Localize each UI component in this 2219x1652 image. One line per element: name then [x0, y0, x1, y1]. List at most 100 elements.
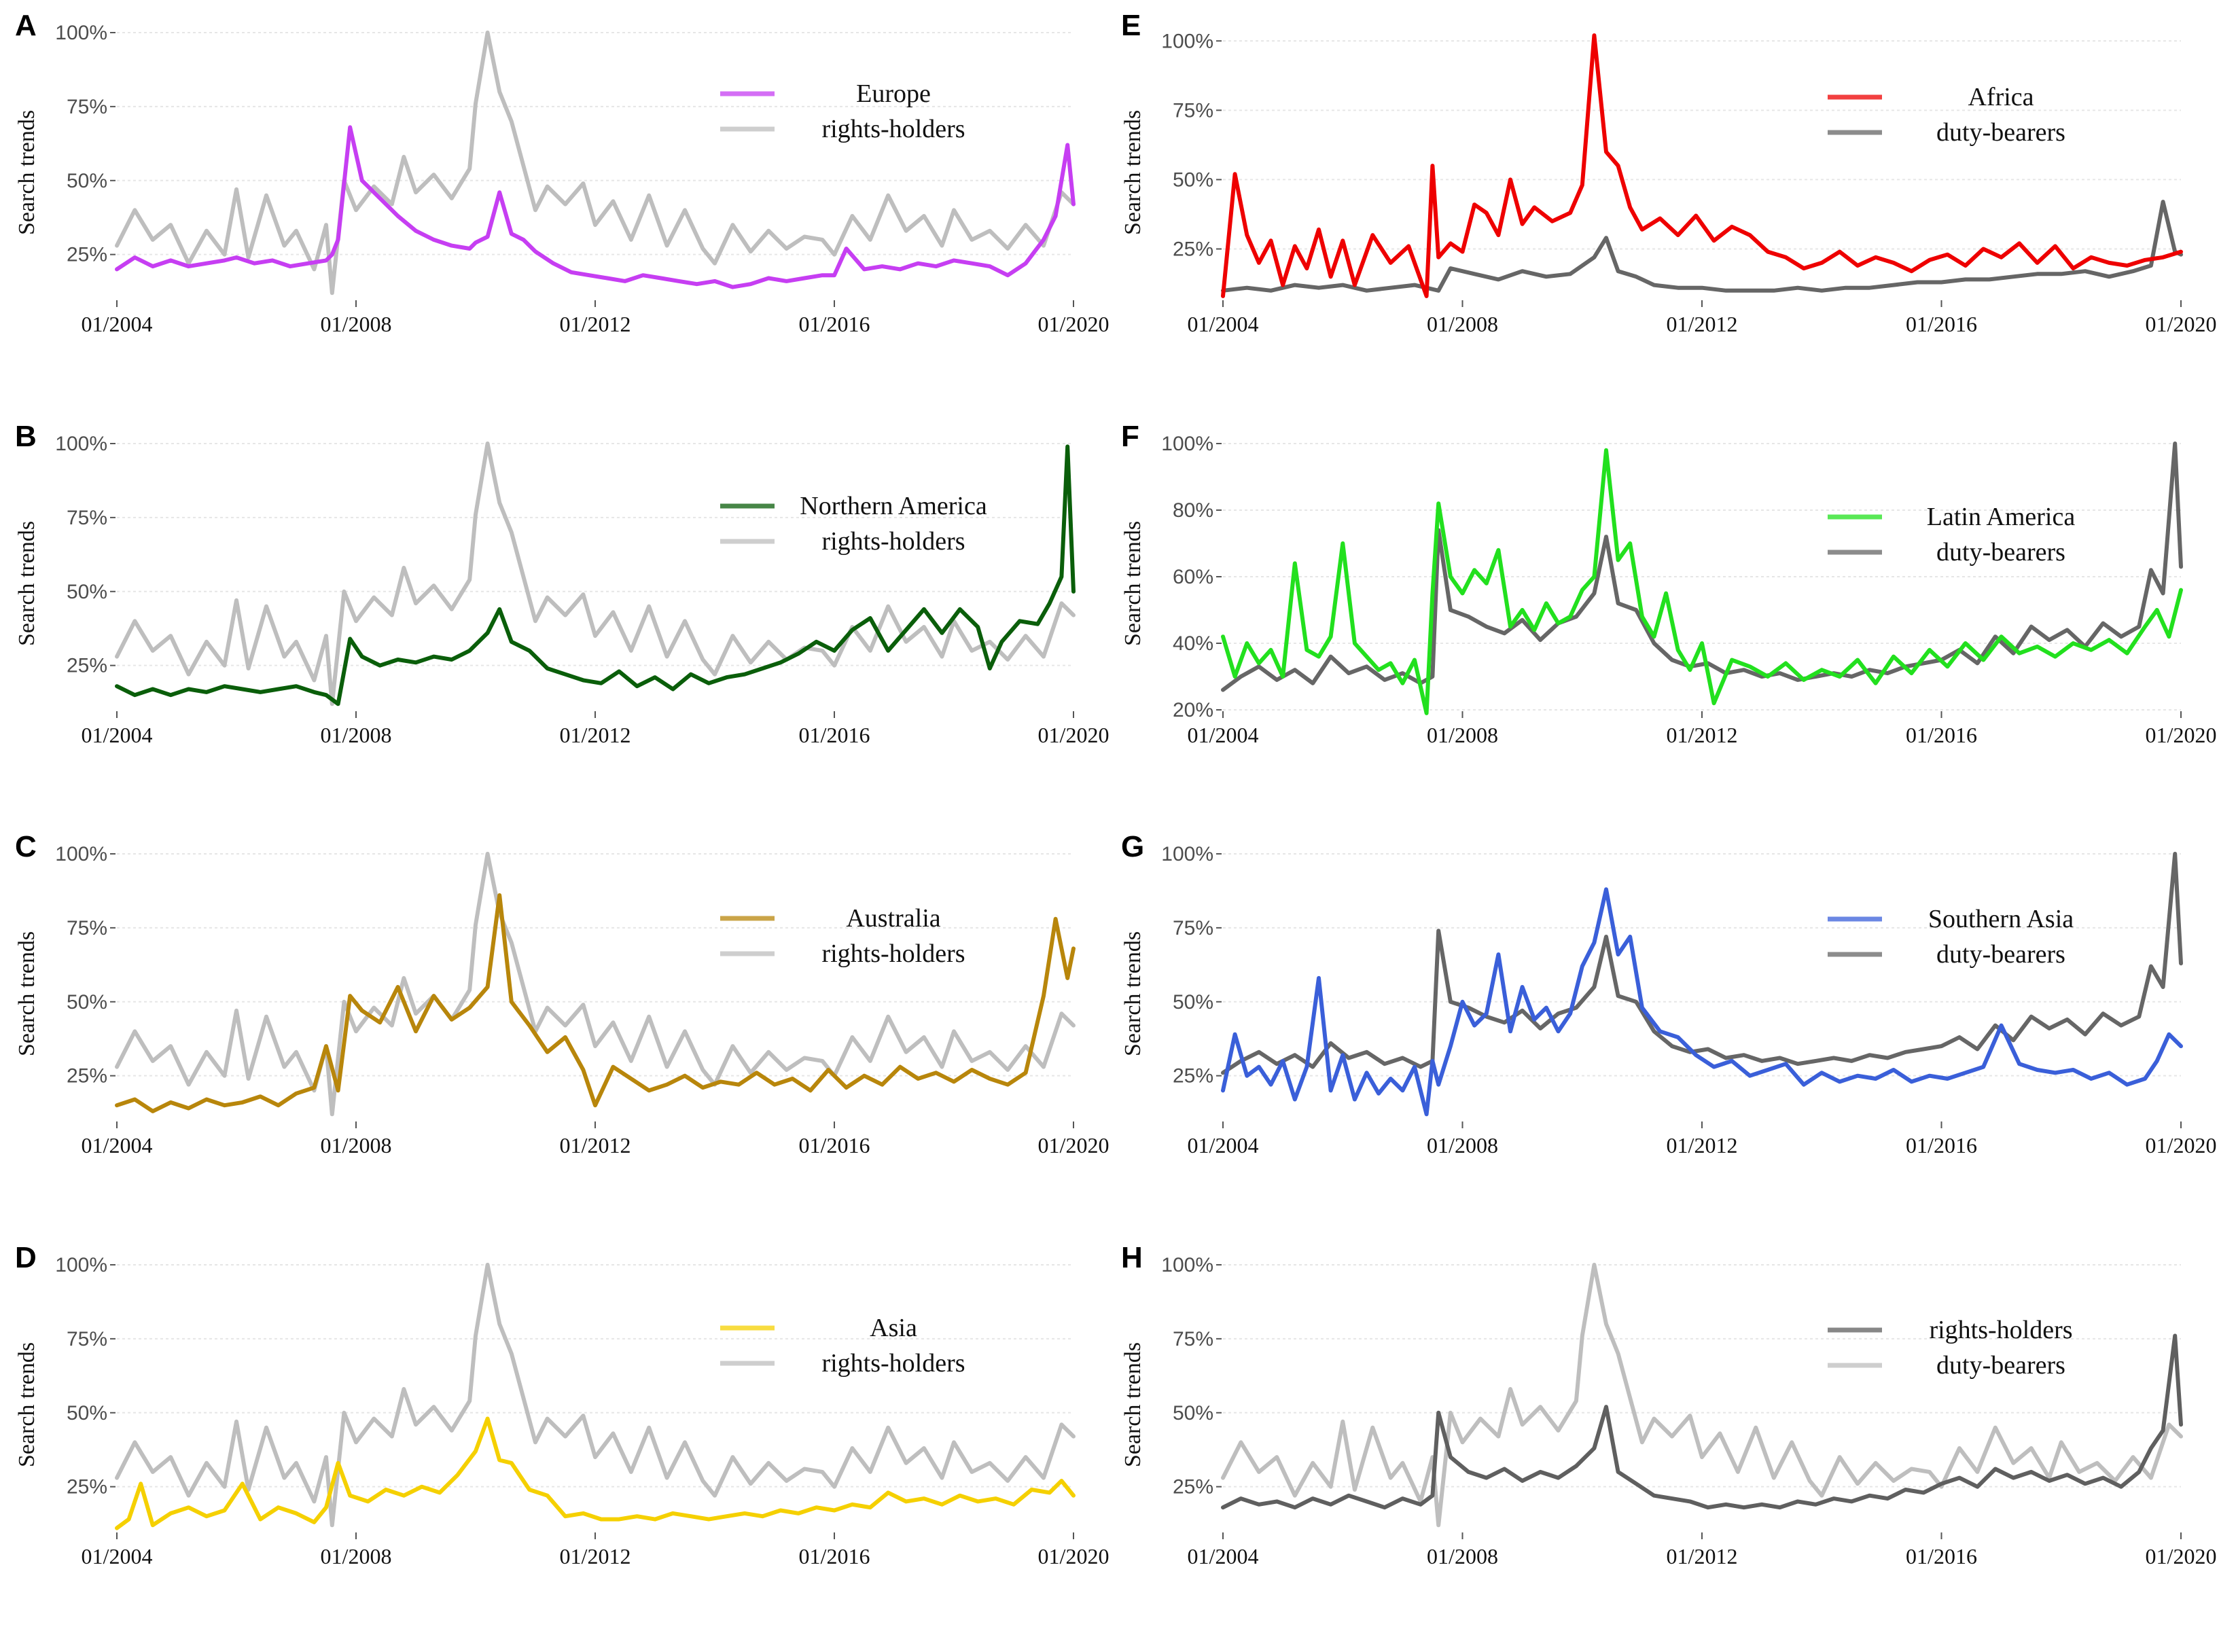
x-tick-label: 01/2008: [1427, 312, 1498, 336]
x-tick-label: 01/2008: [321, 1133, 392, 1157]
legend-label: Northern America: [800, 492, 987, 520]
legend-label: Asia: [870, 1314, 917, 1342]
x-tick-label: 01/2012: [1667, 723, 1738, 747]
x-tick-label: 01/2008: [1427, 723, 1498, 747]
y-tick-label: 75%: [1173, 1328, 1213, 1350]
x-tick-label: 01/2016: [799, 312, 870, 336]
y-tick-label: 50%: [67, 1402, 107, 1424]
y-tick-label: 25%: [1173, 238, 1213, 261]
series-line-asia: [115, 1416, 1076, 1530]
x-tick-label: 01/2016: [799, 723, 870, 747]
y-tick-label: 50%: [67, 991, 107, 1013]
y-tick-label: 100%: [1161, 433, 1213, 455]
panel-letter: A: [15, 9, 37, 42]
series-line-rights-holders: [1221, 1333, 2183, 1510]
series-line-duty-bearers: [1221, 442, 2183, 692]
x-tick-label: 01/2016: [799, 1133, 870, 1157]
panel-e: E Search trends 25% 50% 75% 100% 01/2004 01/200…: [1120, 9, 2216, 336]
x-tick-label: 01/2020: [1038, 1133, 1110, 1157]
x-tick-label: 01/2004: [82, 723, 153, 747]
legend-label: rights-holders: [821, 1349, 965, 1378]
x-tick-label: 01/2012: [560, 1133, 631, 1157]
y-tick-label: 100%: [55, 433, 107, 455]
series-line-southern-asia: [1221, 887, 2183, 1117]
panel-g: G Search trends 25% 50% 75% 100% 01/2004 01/200…: [1120, 830, 2216, 1157]
x-tick-label: 01/2012: [560, 1544, 631, 1568]
panel-f: F Search trends 20% 40% 60% 80% 100% 01/2004 01/…: [1120, 420, 2216, 747]
legend-label: Africa: [1968, 83, 2034, 111]
y-axis-label: Search trends: [1120, 931, 1146, 1056]
y-axis-label: Search trends: [14, 1342, 39, 1467]
y-tick-label: 25%: [67, 244, 107, 266]
series-line-australia: [115, 893, 1076, 1113]
legend-label: Latin America: [1927, 503, 2076, 531]
y-tick-label: 100%: [55, 1254, 107, 1276]
y-tick-label: 40%: [1173, 632, 1213, 655]
y-tick-label: 100%: [55, 843, 107, 865]
panel-letter: F: [1121, 420, 1139, 453]
x-tick-label: 01/2008: [321, 723, 392, 747]
x-tick-label: 01/2012: [1667, 312, 1738, 336]
x-tick-label: 01/2012: [1667, 1133, 1738, 1157]
panel-letter: E: [1121, 9, 1141, 42]
legend-label: rights-holders: [821, 939, 965, 968]
series-line-duty-bearers: [1221, 852, 2183, 1075]
x-tick-label: 01/2016: [1906, 723, 1977, 747]
x-tick-label: 01/2008: [321, 312, 392, 336]
series-line-northern-america: [115, 444, 1076, 706]
x-tick-label: 01/2016: [1906, 312, 1977, 336]
y-tick-label: 25%: [1173, 1065, 1213, 1088]
series-line-africa: [1221, 33, 2183, 298]
y-tick-label: 100%: [55, 22, 107, 44]
x-tick-label: 01/2020: [1038, 723, 1110, 747]
legend-label: duty-bearers: [1936, 538, 2065, 567]
x-tick-label: 01/2020: [2146, 1544, 2217, 1568]
x-tick-label: 01/2016: [1906, 1544, 1977, 1568]
legend: Australia rights-holders: [720, 904, 965, 968]
y-axis-label: Search trends: [14, 110, 39, 235]
x-tick-label: 01/2004: [1188, 1544, 1259, 1568]
y-tick-label: 50%: [1173, 168, 1213, 191]
panel-letter: D: [15, 1241, 37, 1274]
y-tick-label: 50%: [1173, 1402, 1213, 1424]
x-tick-label: 01/2020: [1038, 312, 1110, 336]
legend-label: Europe: [856, 79, 931, 108]
x-tick-label: 01/2008: [321, 1544, 392, 1568]
y-tick-label: 25%: [67, 655, 107, 677]
y-tick-label: 75%: [67, 96, 107, 118]
legend-label: Australia: [846, 904, 940, 933]
series-line-europe: [115, 125, 1076, 289]
x-tick-label: 01/2012: [560, 312, 631, 336]
series-line-rights-holders: [115, 31, 1076, 295]
y-tick-label: 20%: [1173, 699, 1213, 721]
legend: Africa duty-bearers: [1828, 83, 2065, 147]
y-tick-label: 25%: [1173, 1476, 1213, 1498]
y-tick-label: 75%: [67, 1328, 107, 1350]
legend-label: duty-bearers: [1936, 118, 2065, 147]
y-tick-label: 75%: [1173, 917, 1213, 939]
x-tick-label: 01/2004: [1188, 723, 1259, 747]
y-tick-label: 50%: [1173, 991, 1213, 1013]
x-tick-label: 01/2008: [1427, 1544, 1498, 1568]
y-tick-label: 100%: [1161, 30, 1213, 52]
y-tick-label: 50%: [67, 170, 107, 192]
y-axis-label: Search trends: [1120, 1342, 1146, 1467]
panel-a: A Search trends 25% 50% 75% 100% 01/2004 01/200…: [14, 9, 1109, 336]
legend: Southern Asia duty-bearers: [1828, 905, 2074, 969]
legend-label: duty-bearers: [1936, 1351, 2065, 1380]
legend-label: rights-holders: [821, 527, 965, 556]
panel-letter: C: [15, 830, 37, 863]
x-tick-label: 01/2016: [1906, 1133, 1977, 1157]
y-tick-label: 25%: [67, 1476, 107, 1498]
x-tick-label: 01/2008: [1427, 1133, 1498, 1157]
x-tick-label: 01/2012: [1667, 1544, 1738, 1568]
panel-b: B Search trends 25% 50% 75% 100% 01/2004 01/200…: [14, 420, 1109, 747]
series-line-rights-holders: [115, 852, 1076, 1117]
x-tick-label: 01/2004: [82, 1133, 153, 1157]
series-line-duty-bearers: [1221, 1263, 2183, 1528]
y-tick-label: 100%: [1161, 843, 1213, 865]
legend: rights-holders duty-bearers: [1828, 1316, 2073, 1380]
y-tick-label: 25%: [67, 1065, 107, 1088]
series-line-rights-holders: [115, 1263, 1076, 1528]
